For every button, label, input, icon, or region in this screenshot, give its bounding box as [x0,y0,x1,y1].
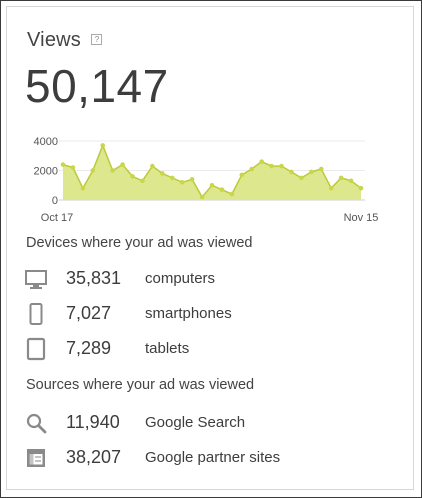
help-icon[interactable]: ? [91,34,103,45]
data-point[interactable] [279,163,284,169]
tablets-label: tablets [145,340,190,357]
data-point[interactable] [229,191,235,197]
y-tick-label: 0 [52,195,58,207]
data-point[interactable] [150,163,155,169]
tablet-icon [26,337,46,361]
source-row-search: 11,940 Google Search [24,411,404,435]
data-point[interactable] [309,169,314,175]
data-point[interactable] [358,185,364,191]
device-row-computers: 35,831 computers [24,267,404,291]
data-point[interactable] [90,168,96,173]
data-point[interactable] [209,182,215,188]
data-point[interactable] [100,143,106,148]
smartphones-count: 7,027 [66,303,112,323]
devices-heading: Devices where your ad was viewed [26,235,253,251]
chart-y-axis: 4000 2000 0 [34,136,58,207]
data-point[interactable] [199,194,205,200]
views-area [63,145,361,200]
views-area-chart: 4000 2000 0 Oct 17 Nov 15 [34,136,379,224]
search-label: Google Search [145,414,246,431]
y-tick-label: 4000 [34,136,58,148]
data-point[interactable] [179,180,185,185]
data-point[interactable] [70,165,76,170]
computers-count: 35,831 [66,268,122,288]
device-row-tablets: 7,289 tablets [24,337,404,361]
data-point[interactable] [328,185,334,191]
sources-heading: Sources where your ad was viewed [26,377,255,393]
data-point[interactable] [269,163,274,169]
total-views: 50,147 [25,60,169,112]
computers-label: computers [145,270,216,287]
data-point[interactable] [318,166,324,172]
data-point[interactable] [259,159,264,164]
data-point[interactable] [189,177,195,182]
x-axis-start-label: Oct 17 [41,212,73,224]
search-icon [26,413,47,434]
data-point[interactable] [120,162,125,167]
y-tick-label: 2000 [34,166,58,178]
partner-sites-label: Google partner sites [145,449,281,466]
data-point[interactable] [140,178,145,184]
data-point[interactable] [289,169,294,175]
tablets-count: 7,289 [66,338,112,358]
search-count: 11,940 [66,412,120,432]
data-point[interactable] [160,171,165,176]
views-title: Views [27,29,81,51]
views-points [60,143,364,200]
data-point[interactable] [239,172,245,178]
data-point[interactable] [169,175,175,181]
device-row-smartphones: 7,027 smartphones [24,302,404,326]
computer-icon [25,270,47,289]
data-point[interactable] [110,168,115,173]
data-point[interactable] [299,175,304,181]
partner-sites-icon [27,449,45,467]
data-point[interactable] [338,175,344,181]
smartphone-icon [29,303,43,325]
views-title-row: Views ? [27,29,103,55]
data-point[interactable] [130,174,135,179]
partner-sites-count: 38,207 [66,447,122,467]
smartphones-label: smartphones [145,305,232,322]
data-point[interactable] [80,185,86,191]
data-point[interactable] [348,178,354,184]
source-row-partner-sites: 38,207 Google partner sites [24,446,404,470]
views-card: Views ? 50,147 4000 2000 0 Oct 17 Nov 15 D… [6,6,414,490]
data-point[interactable] [219,187,225,192]
data-point[interactable] [60,162,66,167]
x-axis-end-label: Nov 15 [344,212,379,224]
data-point[interactable] [249,166,255,172]
